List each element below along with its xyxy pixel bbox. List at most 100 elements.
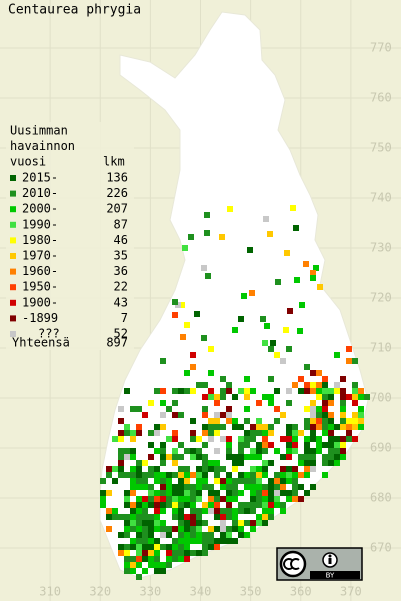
square <box>286 448 292 454</box>
square <box>262 394 268 400</box>
square <box>310 418 316 424</box>
square <box>280 436 286 442</box>
square <box>130 502 136 508</box>
square <box>238 490 244 496</box>
square <box>298 496 304 502</box>
square <box>166 526 172 532</box>
square <box>232 327 238 333</box>
square <box>328 388 334 394</box>
square <box>142 514 148 520</box>
square <box>244 508 250 514</box>
square <box>268 508 274 514</box>
square <box>334 454 340 460</box>
square <box>136 502 142 508</box>
y-tick-label: 770 <box>370 41 392 55</box>
legend-count: 36 <box>114 264 128 278</box>
square <box>130 520 136 526</box>
square <box>238 454 244 460</box>
square <box>172 556 178 562</box>
square <box>184 370 190 376</box>
square <box>124 526 130 532</box>
square <box>268 424 274 430</box>
square <box>190 550 196 556</box>
square <box>322 400 328 406</box>
square <box>208 418 214 424</box>
square <box>130 466 136 472</box>
square <box>286 430 292 436</box>
square <box>280 358 286 364</box>
square <box>250 526 256 532</box>
square <box>178 538 184 544</box>
square <box>340 376 346 382</box>
square <box>263 216 269 222</box>
square <box>268 514 274 520</box>
square <box>142 550 148 556</box>
square <box>340 412 346 418</box>
square <box>352 424 358 430</box>
square <box>148 520 154 526</box>
legend-swatch <box>10 331 16 337</box>
square <box>274 352 280 358</box>
square <box>226 388 232 394</box>
square <box>352 436 358 442</box>
square <box>226 448 232 454</box>
square <box>154 520 160 526</box>
square <box>322 406 328 412</box>
square <box>118 466 124 472</box>
square <box>214 496 220 502</box>
square <box>136 520 142 526</box>
legend-count: 35 <box>114 249 128 263</box>
square <box>280 478 286 484</box>
square <box>250 520 256 526</box>
square <box>322 472 328 478</box>
square <box>106 514 112 520</box>
square <box>136 532 142 538</box>
square <box>148 400 154 406</box>
square <box>328 454 334 460</box>
square <box>100 502 106 508</box>
square <box>316 436 322 442</box>
square <box>196 382 202 388</box>
square <box>244 388 250 394</box>
square <box>106 508 112 514</box>
square <box>184 532 190 538</box>
square <box>268 502 274 508</box>
square <box>352 394 358 400</box>
square <box>310 424 316 430</box>
legend-label: 1950- <box>22 280 58 294</box>
square <box>172 460 178 466</box>
square <box>124 496 130 502</box>
square <box>226 490 232 496</box>
square <box>352 358 358 364</box>
square <box>178 496 184 502</box>
square <box>334 352 340 358</box>
square <box>190 436 196 442</box>
square <box>202 382 208 388</box>
square <box>328 436 334 442</box>
square <box>178 526 184 532</box>
title: Centaurea phrygia <box>8 3 141 18</box>
square <box>316 424 322 430</box>
square <box>172 508 178 514</box>
square <box>124 454 130 460</box>
square <box>178 454 184 460</box>
square <box>124 550 130 556</box>
square <box>124 448 130 454</box>
square <box>340 442 346 448</box>
square <box>208 466 214 472</box>
square <box>250 484 256 490</box>
square <box>208 544 214 550</box>
square <box>226 514 232 520</box>
square <box>124 520 130 526</box>
square <box>226 508 232 514</box>
square <box>226 436 232 442</box>
square <box>160 490 166 496</box>
square <box>160 412 166 418</box>
square <box>166 532 172 538</box>
square <box>310 436 316 442</box>
square <box>226 454 232 460</box>
square <box>190 526 196 532</box>
square <box>298 388 304 394</box>
square <box>250 478 256 484</box>
square <box>310 400 316 406</box>
